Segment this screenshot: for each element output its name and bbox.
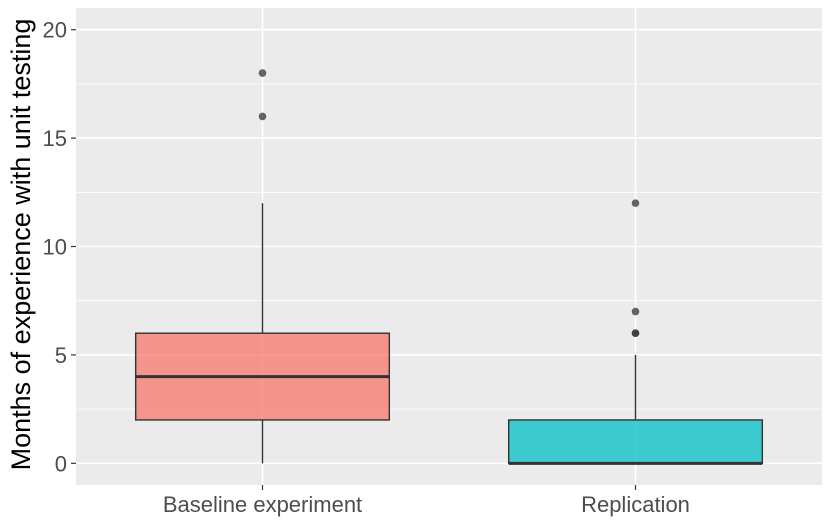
box-group: [507, 199, 764, 465]
outlier-point: [258, 69, 267, 77]
boxes-layer: [134, 69, 764, 465]
x-tick-label: Baseline experiment: [163, 492, 362, 517]
y-tick-label: 15: [43, 126, 67, 151]
box-group: [134, 69, 391, 464]
outlier-point: [258, 112, 267, 121]
outlier-point: [631, 329, 640, 338]
y-tick-label: 20: [43, 18, 67, 43]
outlier-point: [631, 307, 640, 316]
y-tick-label: 10: [43, 235, 67, 260]
y-axis-title: Months of experience with unit testing: [6, 19, 36, 471]
x-tick-label: Replication: [581, 492, 690, 517]
box-iqr: [507, 419, 764, 465]
y-axis-ticks: 0 5 10 15 20: [43, 18, 76, 476]
y-tick-label: 5: [55, 343, 67, 368]
x-axis-ticks: Baseline experiment Replication: [163, 485, 690, 517]
y-tick-label: 0: [55, 451, 67, 476]
outlier-point: [631, 199, 640, 207]
